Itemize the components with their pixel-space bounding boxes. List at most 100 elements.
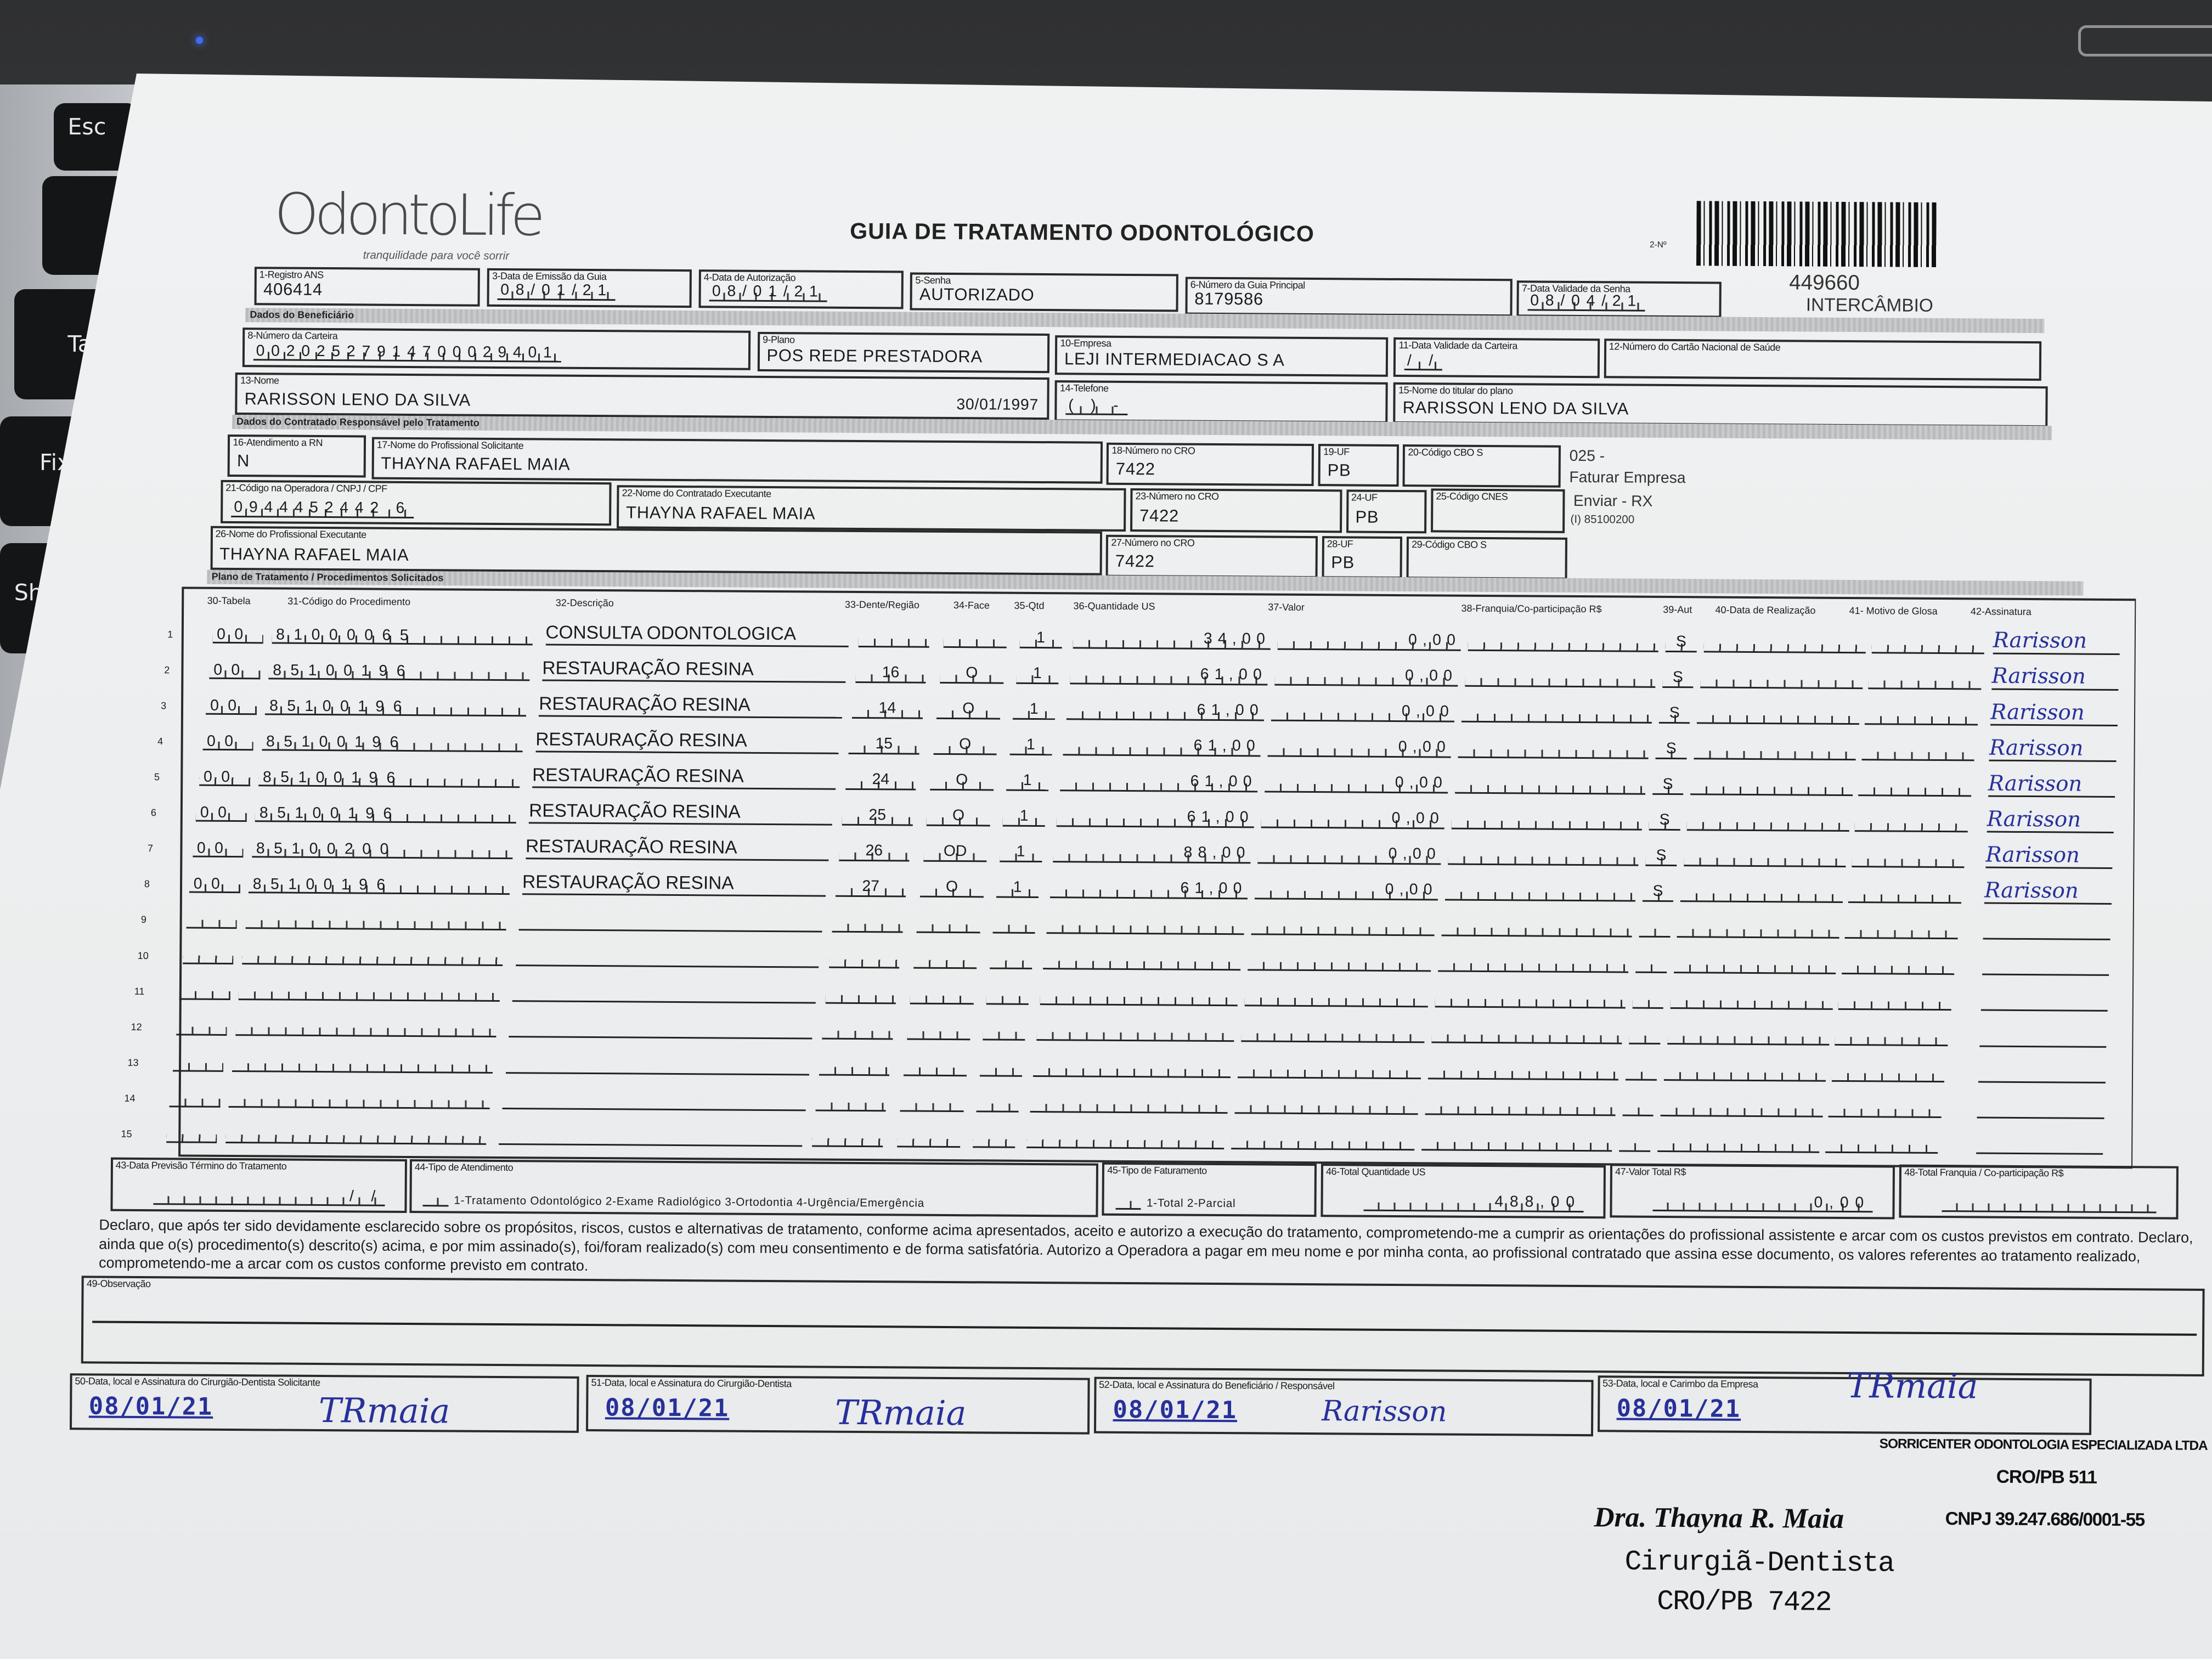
cell-face[interactable] <box>910 983 974 1005</box>
cell-face[interactable]: O <box>920 876 984 898</box>
cell-codigo[interactable]: 85100196 <box>255 802 517 824</box>
cell-tabela[interactable]: 00 <box>212 623 264 644</box>
field-f29[interactable]: 29-Código CBO S <box>1406 536 1568 580</box>
cell-aut[interactable] <box>1619 1130 1651 1152</box>
cell-dente[interactable]: 27 <box>835 876 906 898</box>
cell-qtd-us[interactable]: 34,00 <box>1073 627 1271 650</box>
cell-codigo[interactable]: 85100200 <box>252 838 514 860</box>
field-f14[interactable]: 14-Telefone( ) - <box>1054 380 1388 424</box>
field-f22[interactable]: 22-Nome do Contratado Executante THAYNA R… <box>617 484 1126 532</box>
field-f28[interactable]: 28-UF PB <box>1322 535 1403 579</box>
cell-face[interactable] <box>916 911 980 934</box>
cell-data[interactable] <box>1694 738 1857 761</box>
cell-face[interactable] <box>906 1019 970 1041</box>
cell-tabela[interactable]: 00 <box>193 837 244 858</box>
field-f20[interactable]: 20-Código CBO S <box>1402 444 1561 488</box>
cell-franquia[interactable] <box>1468 629 1659 652</box>
field-f6[interactable]: 6-Número da Guia Principal 8179586 <box>1185 276 1513 317</box>
cell-qtd-us[interactable] <box>1040 984 1238 1007</box>
cell-motivo[interactable] <box>1841 953 1955 975</box>
field-f7[interactable]: 7-Data Validade da Senha 08/04/21 <box>1516 280 1722 319</box>
cell-valor[interactable]: 0,00 <box>1277 628 1462 651</box>
cell-aut[interactable]: S <box>1642 880 1674 902</box>
cell-face[interactable]: O <box>930 769 994 791</box>
cell-face[interactable]: O <box>933 733 997 755</box>
field-f12[interactable]: 12-Número do Cartão Nacional de Saúde <box>1604 338 2041 381</box>
field-f18[interactable]: 18-Número no CRO 7422 <box>1106 443 1314 487</box>
cell-valor[interactable] <box>1241 1020 1425 1043</box>
cell-aut[interactable]: S <box>1645 844 1677 867</box>
total-f44[interactable]: 44-Tipo de Atendimento 1-Tratamento Odont… <box>409 1159 1098 1217</box>
field-f8[interactable]: 8-Número da Carteira 00202527914700029401 <box>242 328 751 370</box>
cell-aut[interactable] <box>1629 1023 1661 1045</box>
cell-valor[interactable] <box>1231 1127 1415 1150</box>
cell-motivo[interactable] <box>1844 917 1958 940</box>
cell-qtd[interactable] <box>989 947 1032 970</box>
cell-qtd-us[interactable]: 61,00 <box>1069 663 1268 686</box>
cell-franquia[interactable] <box>1461 701 1652 724</box>
cell-franquia[interactable] <box>1425 1093 1616 1116</box>
option-box[interactable] <box>422 1188 449 1207</box>
cell-data[interactable] <box>1660 1094 1823 1118</box>
cell-motivo[interactable] <box>1838 989 1951 1011</box>
cell-motivo[interactable] <box>1871 632 1985 654</box>
cell-descricao[interactable]: RESTAURAÇÃO RESINA <box>539 692 843 719</box>
cell-motivo[interactable] <box>1868 668 1982 690</box>
cell-descricao[interactable]: CONSULTA ODONTOLOGICA <box>545 621 849 647</box>
cell-data[interactable] <box>1697 702 1860 725</box>
cell-face[interactable] <box>903 1054 967 1076</box>
cell-franquia[interactable] <box>1448 843 1639 866</box>
signature-box-52[interactable]: 52-Data, local e Assinatura do Beneficiá… <box>1093 1376 1594 1436</box>
cell-qtd[interactable] <box>979 1054 1022 1077</box>
cell-qtd-us[interactable]: 61,00 <box>1059 770 1257 793</box>
cell-data[interactable] <box>1700 667 1863 690</box>
cell-qtd-us[interactable] <box>1030 1091 1228 1114</box>
cell-motivo[interactable] <box>1861 739 1975 761</box>
cell-valor[interactable]: 0,00 <box>1264 771 1448 794</box>
cell-face[interactable] <box>913 947 977 969</box>
cell-codigo[interactable] <box>228 1087 490 1109</box>
cell-data[interactable] <box>1663 1059 1826 1082</box>
cell-face[interactable] <box>896 1126 961 1148</box>
cell-aut[interactable]: S <box>1658 702 1690 724</box>
cell-qtd-us[interactable] <box>1036 1019 1234 1042</box>
cell-franquia[interactable] <box>1451 808 1643 831</box>
field-f13[interactable]: 13-Nome RARISSON LENO DA SILVA 30/01/1997 <box>235 373 1049 420</box>
cell-codigo[interactable] <box>245 909 506 931</box>
total-f43[interactable]: 43-Data Previsão Término do Tratamento /… <box>110 1158 407 1214</box>
cell-valor[interactable]: 0,00 <box>1254 878 1438 901</box>
cell-codigo[interactable]: 81000065 <box>272 624 533 646</box>
cell-descricao[interactable] <box>515 942 819 968</box>
cell-tabela[interactable]: 00 <box>202 730 254 751</box>
cell-motivo[interactable] <box>1865 703 1978 726</box>
cell-motivo[interactable] <box>1858 775 1972 797</box>
signature-box-51[interactable]: 51-Data, local e Assinatura do Cirurgião… <box>585 1375 1090 1435</box>
total-f45[interactable]: 45-Tipo de Faturamento 1-Total 2-Parcial <box>1102 1162 1317 1217</box>
cell-qtd[interactable] <box>973 1126 1015 1148</box>
field-f15[interactable]: 15-Nome do titular do plano RARISSON LENO… <box>1393 382 2049 428</box>
cell-descricao[interactable]: RESTAURAÇÃO RESINA <box>522 871 826 897</box>
cell-franquia[interactable] <box>1431 1022 1622 1045</box>
cell-franquia[interactable] <box>1464 665 1656 688</box>
cell-dente[interactable] <box>828 947 900 969</box>
cell-data[interactable] <box>1677 916 1839 939</box>
field-f25[interactable]: 25-Código CNES <box>1430 488 1565 533</box>
signature-box-53[interactable]: 53-Data, local e Carimbo da Empresa 08/01… <box>1597 1366 2092 1435</box>
cell-dente[interactable] <box>832 911 903 933</box>
field-f23[interactable]: 23-Número no CRO 7422 <box>1130 488 1342 533</box>
cell-qtd[interactable] <box>976 1090 1019 1113</box>
cell-valor[interactable]: 0,00 <box>1257 842 1442 865</box>
cell-descricao[interactable]: RESTAURAÇÃO RESINA <box>532 764 836 790</box>
cell-franquia[interactable] <box>1444 879 1635 902</box>
cell-dente[interactable] <box>825 983 896 1005</box>
total-f47[interactable]: 47-Valor Total R$ 0,00 <box>1610 1164 1895 1220</box>
cell-codigo[interactable] <box>241 945 503 967</box>
cell-tabela[interactable] <box>172 1051 224 1072</box>
cell-codigo[interactable]: 85100196 <box>249 873 510 895</box>
cell-valor[interactable] <box>1234 1092 1418 1115</box>
cell-qtd[interactable] <box>992 912 1036 934</box>
cell-qtd-us[interactable]: 61,00 <box>1066 698 1265 721</box>
signature-box-50[interactable]: 50-Data, local e Assinatura do Cirurgião… <box>69 1373 579 1433</box>
total-f46[interactable]: 46-Total Quantidade US 488,00 <box>1321 1163 1606 1219</box>
field-f10[interactable]: 10-Empresa LEJI INTERMEDIACAO S A <box>1055 335 1389 377</box>
